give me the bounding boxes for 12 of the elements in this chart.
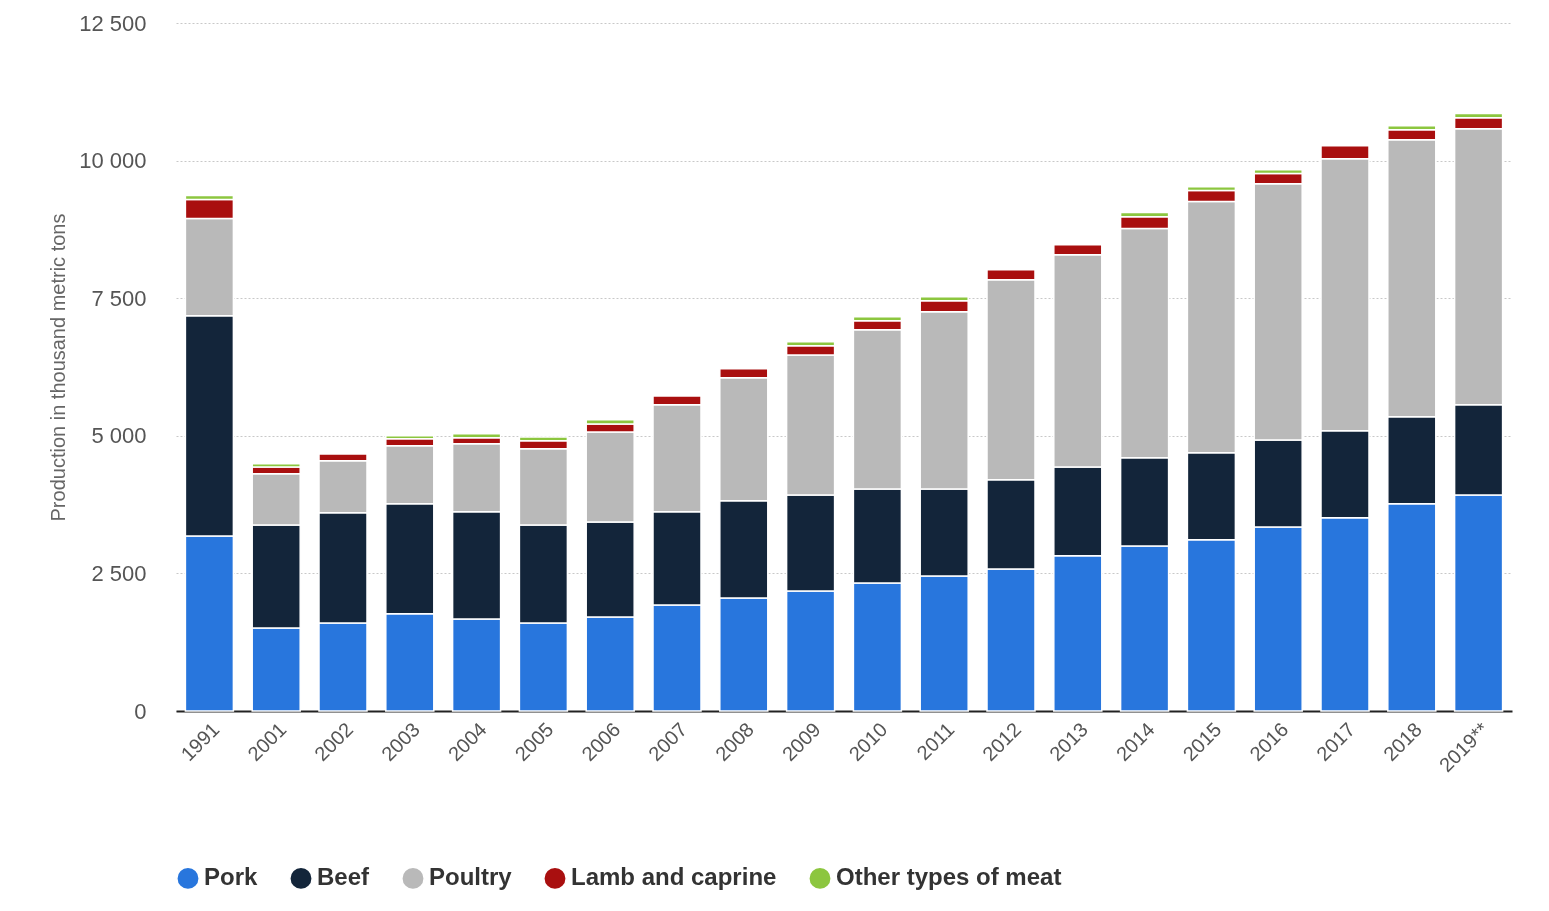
legend-label: Beef <box>317 863 371 891</box>
y-tick-label: 12 500 <box>79 10 147 36</box>
y-axis-title: Production in thousand metric tons <box>47 213 70 522</box>
legend-label: Other types of meat <box>836 863 1062 891</box>
y-tick-label: 10 000 <box>79 148 147 174</box>
y-tick-label: 5 000 <box>91 423 147 449</box>
legend-label: Lamb and caprine <box>571 863 777 891</box>
legend-label: Poultry <box>429 863 513 891</box>
y-tick-label: 2 500 <box>91 560 147 586</box>
y-tick-label: 0 <box>134 698 147 724</box>
y-tick-label: 7 500 <box>91 285 147 311</box>
legend-label: Pork <box>204 863 259 891</box>
